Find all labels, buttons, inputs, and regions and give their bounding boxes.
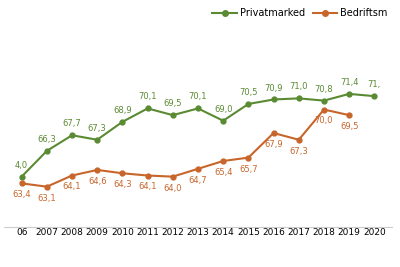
- Privatmarked: [196, 107, 200, 110]
- Text: 64,7: 64,7: [189, 176, 207, 185]
- Legend: Privatmarked, Bedriftsm: Privatmarked, Bedriftsm: [212, 8, 387, 18]
- Text: 70,1: 70,1: [138, 92, 157, 101]
- Text: 70,5: 70,5: [239, 88, 258, 97]
- Privatmarked: [170, 113, 175, 117]
- Text: 70,8: 70,8: [315, 85, 333, 94]
- Text: 64,1: 64,1: [138, 182, 157, 191]
- Bedriftsm: [70, 174, 74, 177]
- Text: 67,3: 67,3: [290, 147, 308, 156]
- Privatmarked: [322, 99, 326, 102]
- Text: 64,3: 64,3: [113, 180, 132, 189]
- Bedriftsm: [19, 182, 24, 185]
- Text: 64,1: 64,1: [63, 182, 81, 191]
- Text: 71,0: 71,0: [290, 83, 308, 91]
- Text: 70,0: 70,0: [315, 116, 333, 125]
- Text: 68,9: 68,9: [113, 106, 132, 115]
- Text: 71,: 71,: [368, 80, 381, 89]
- Text: 67,3: 67,3: [88, 124, 106, 133]
- Privatmarked: [271, 98, 276, 101]
- Text: 67,9: 67,9: [264, 140, 283, 149]
- Bedriftsm: [347, 113, 352, 117]
- Text: 66,3: 66,3: [38, 135, 56, 144]
- Privatmarked: [19, 175, 24, 178]
- Bedriftsm: [145, 174, 150, 177]
- Text: 63,1: 63,1: [38, 194, 56, 203]
- Privatmarked: [145, 107, 150, 110]
- Bedriftsm: [322, 108, 326, 111]
- Privatmarked: [296, 97, 301, 100]
- Privatmarked: [372, 95, 377, 98]
- Text: 69,0: 69,0: [214, 105, 232, 114]
- Privatmarked: [347, 92, 352, 96]
- Text: 65,4: 65,4: [214, 168, 232, 177]
- Text: 69,5: 69,5: [340, 122, 358, 131]
- Bedriftsm: [95, 168, 100, 171]
- Text: 70,1: 70,1: [189, 92, 207, 101]
- Line: Bedriftsm: Bedriftsm: [19, 107, 352, 189]
- Line: Privatmarked: Privatmarked: [19, 92, 377, 179]
- Text: 4,0: 4,0: [15, 161, 28, 170]
- Privatmarked: [44, 149, 49, 152]
- Bedriftsm: [296, 138, 301, 141]
- Bedriftsm: [221, 159, 226, 163]
- Text: 64,0: 64,0: [164, 184, 182, 193]
- Text: 69,5: 69,5: [164, 99, 182, 108]
- Privatmarked: [246, 102, 251, 105]
- Bedriftsm: [120, 172, 125, 175]
- Privatmarked: [70, 134, 74, 137]
- Text: 67,7: 67,7: [63, 119, 82, 128]
- Bedriftsm: [271, 131, 276, 135]
- Privatmarked: [95, 138, 100, 141]
- Text: 65,7: 65,7: [239, 164, 258, 174]
- Bedriftsm: [44, 185, 49, 188]
- Text: 63,4: 63,4: [12, 190, 31, 199]
- Text: 64,6: 64,6: [88, 177, 106, 186]
- Privatmarked: [221, 119, 226, 122]
- Text: 70,9: 70,9: [264, 84, 283, 93]
- Text: 71,4: 71,4: [340, 78, 358, 87]
- Privatmarked: [120, 120, 125, 123]
- Bedriftsm: [196, 167, 200, 170]
- Bedriftsm: [170, 175, 175, 178]
- Bedriftsm: [246, 156, 251, 159]
